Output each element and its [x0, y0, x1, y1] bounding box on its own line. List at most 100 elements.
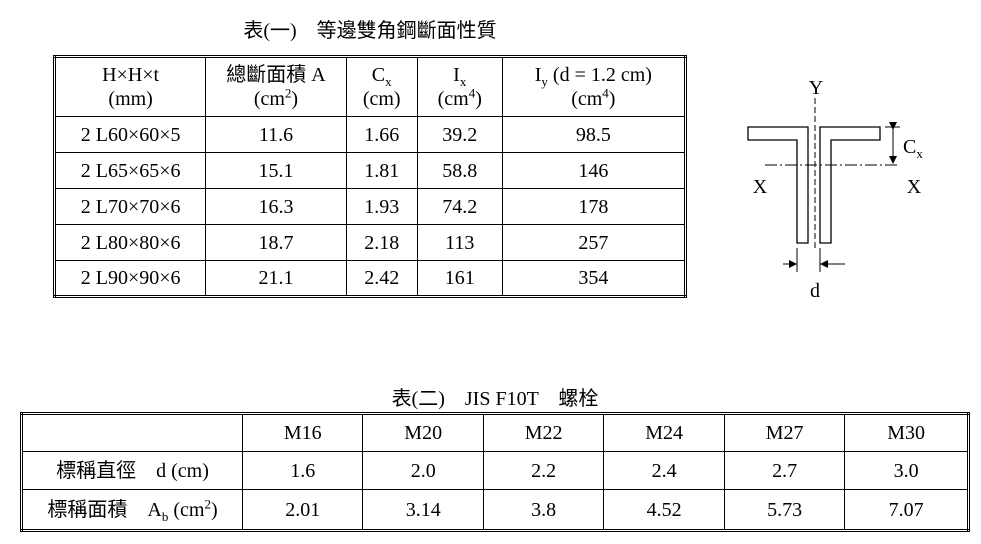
data-row: 2 L65×65×6 15.1 1.81 58.8 146 — [53, 152, 687, 189]
cell: 3.0 — [844, 451, 969, 490]
data-row: 標稱直徑 d (cm) 1.6 2.0 2.2 2.4 2.7 3.0 — [21, 451, 969, 490]
cell: 74.2 — [416, 188, 503, 225]
text-segment: ) — [608, 88, 616, 110]
x-label: X — [753, 176, 768, 198]
cell: 21.1 — [205, 260, 347, 297]
data-row: 2 L70×70×6 16.3 1.93 74.2 178 — [53, 188, 687, 225]
text-segment: (mm) — [108, 88, 153, 110]
header-cell: Cx (cm) — [345, 56, 418, 117]
text-segment: 4 — [468, 85, 476, 101]
cell: 354 — [501, 260, 687, 297]
header-line: Ix — [418, 63, 502, 89]
text-segment: 4 — [602, 85, 609, 101]
text-segment: C — [371, 64, 386, 86]
cell: 161 — [416, 260, 503, 297]
text-segment: ) — [291, 88, 299, 110]
x-label: X — [907, 176, 922, 198]
header-line: H×H×t — [56, 63, 205, 87]
right-angle — [819, 126, 881, 244]
text-segment: x — [385, 74, 392, 89]
cx-label: Cx — [903, 136, 923, 161]
d-label: d — [810, 280, 820, 302]
cell: 15.1 — [205, 152, 347, 189]
header-cell: 總斷面積 A (cm2) — [205, 56, 347, 117]
cell: 2 L60×60×5 — [53, 116, 207, 153]
header-line: (mm) — [56, 87, 205, 111]
text-segment: y — [541, 74, 548, 89]
text-segment: ) — [210, 498, 218, 521]
cell: 2 L65×65×6 — [53, 152, 207, 189]
left-angle — [747, 126, 809, 244]
angle-table: H×H×t (mm) 總斷面積 A (cm2) Cx (cm) Ix (cm4) Iy (d =… — [53, 55, 687, 298]
cell: 2.42 — [345, 260, 418, 297]
cell: 7.07 — [844, 489, 969, 531]
row-label: 標稱直徑 d (cm) — [21, 451, 243, 490]
text-segment: x — [459, 74, 467, 89]
header-line: (cm) — [347, 87, 417, 111]
header-cell: Ix (cm4) — [416, 56, 503, 117]
header-cell: M24 — [603, 413, 725, 452]
cell: 3.8 — [482, 489, 605, 531]
cell: 16.3 — [205, 188, 347, 225]
text-segment: (cm — [253, 88, 285, 110]
header-line: (cm4) — [418, 85, 502, 111]
cell: 3.14 — [362, 489, 484, 531]
text-segment: ) — [475, 88, 482, 110]
empty-cell — [21, 413, 243, 452]
cx-sub: x — [916, 146, 923, 161]
data-row: 2 L90×90×6 21.1 2.42 161 354 — [53, 260, 687, 297]
cx-text: C — [903, 136, 916, 158]
row-label: 標稱面積 Ab (cm2) — [21, 489, 243, 531]
cell: 178 — [501, 188, 687, 225]
text-segment: (d = 1.2 cm) — [547, 64, 652, 86]
header-cell: M30 — [844, 413, 969, 452]
text-segment: (cm — [168, 498, 205, 521]
cell: 2 L90×90×6 — [53, 260, 207, 297]
data-row: 2 L60×60×5 11.6 1.66 39.2 98.5 — [53, 116, 687, 153]
header-line: (cm2) — [206, 85, 345, 111]
text-segment: 標稱直徑 d (cm) — [56, 459, 209, 482]
cell: 39.2 — [416, 116, 503, 153]
data-row: 標稱面積 Ab (cm2) 2.01 3.14 3.8 4.52 5.73 7.07 — [21, 489, 969, 531]
cell: 2 L70×70×6 — [53, 188, 207, 225]
header-line: Cx — [347, 63, 417, 89]
text-segment: (cm) — [362, 88, 401, 110]
cell: 2.01 — [241, 489, 364, 531]
header-cell: M22 — [482, 413, 605, 452]
cell: 1.6 — [241, 451, 364, 490]
cell: 1.93 — [345, 188, 418, 225]
text-segment: (cm — [437, 88, 469, 110]
data-row: 2 L80×80×6 18.7 2.18 113 257 — [53, 224, 687, 261]
cell: 1.66 — [345, 116, 418, 153]
cell: 2.4 — [603, 451, 725, 490]
header-cell: H×H×t (mm) — [53, 56, 207, 117]
cell: 113 — [416, 224, 503, 261]
text-segment: (cm — [571, 88, 603, 110]
cell: 2.2 — [482, 451, 605, 490]
header-line: 總斷面積 A — [206, 63, 345, 87]
cell: 11.6 — [205, 116, 347, 153]
y-label: Y — [809, 77, 823, 99]
table2-title: 表(二) JIS F10T 螺栓 — [391, 388, 599, 410]
text-segment: 2 — [204, 495, 211, 511]
text-segment: I — [453, 64, 460, 86]
cell: 5.73 — [723, 489, 846, 531]
header-line: (cm4) — [503, 85, 684, 111]
cell: 4.52 — [603, 489, 725, 531]
text-segment: 標稱面積 A — [47, 498, 162, 521]
header-cell: Iy (d = 1.2 cm) (cm4) — [501, 56, 687, 117]
text-segment: 2 — [284, 85, 292, 101]
table1-title: 表(一) 等邊雙角鋼斷面性質 — [243, 20, 497, 42]
text-segment: b — [161, 508, 169, 524]
header-cell: M16 — [241, 413, 364, 452]
cell: 18.7 — [205, 224, 347, 261]
text-segment: H×H×t — [102, 64, 160, 86]
cell: 2.0 — [362, 451, 484, 490]
header-row: H×H×t (mm) 總斷面積 A (cm2) Cx (cm) Ix (cm4) Iy (d =… — [53, 56, 687, 117]
header-line: Iy (d = 1.2 cm) — [503, 63, 684, 89]
bolt-table: M16 M20 M22 M24 M27 M30 標稱直徑 d (cm) 1.6 2.0 2.2 2.… — [20, 412, 970, 532]
cell: 2.7 — [723, 451, 846, 490]
header-cell: M20 — [362, 413, 484, 452]
